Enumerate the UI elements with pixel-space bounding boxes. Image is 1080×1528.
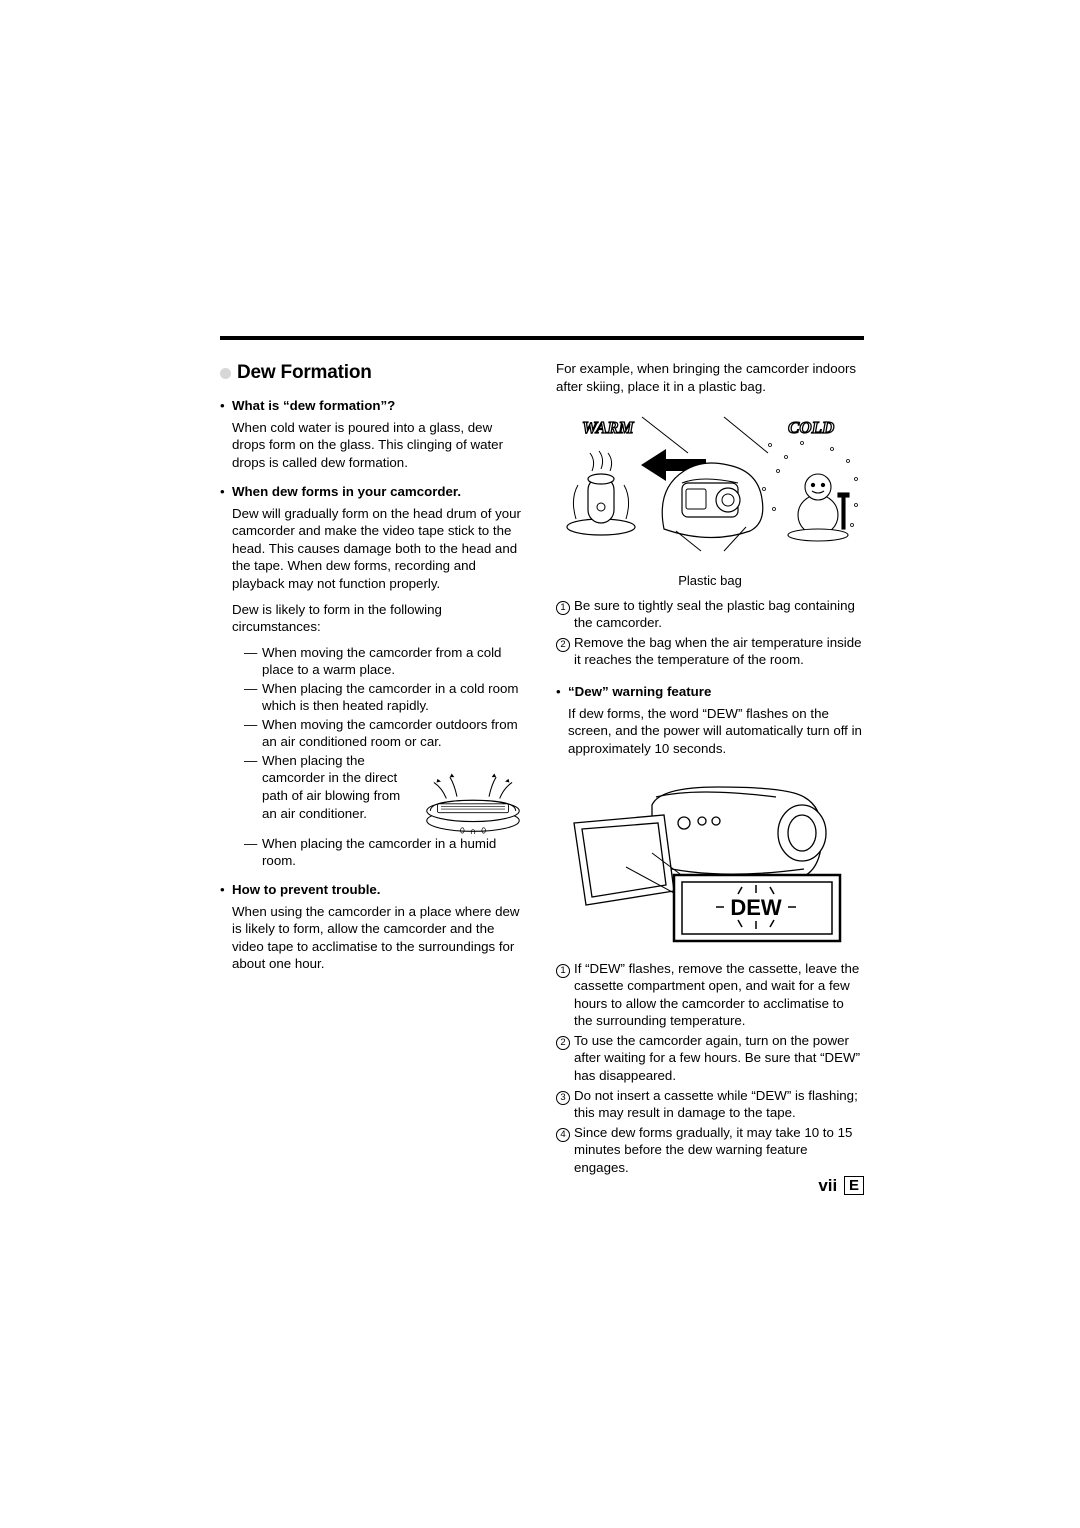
numbered-text: Remove the bag when the air temperature … — [574, 634, 864, 669]
paragraph: When using the camcorder in a place wher… — [232, 903, 528, 973]
paragraph: If dew forms, the word “DEW” flashes on … — [568, 705, 864, 758]
sub-heading: What is “dew formation”? — [232, 397, 528, 415]
top-rule — [220, 336, 864, 340]
camcorder-icon — [652, 787, 826, 885]
dash-text: When moving the camcorder from a cold pl… — [262, 644, 528, 679]
page-number-roman: vii — [818, 1176, 837, 1195]
numbered-item: 2 Remove the bag when the air temperature… — [556, 634, 864, 669]
dew-screen-illustration: DEW — [556, 775, 864, 945]
bullet-icon: • — [556, 683, 568, 765]
dash-item: —When placing the camcorder in a humid r… — [244, 835, 528, 870]
title-dot-icon — [220, 368, 231, 379]
bullet-item: • “Dew” warning feature If dew forms, th… — [556, 683, 864, 765]
circled-number-icon: 1 — [556, 601, 570, 615]
snowman-icon — [788, 474, 849, 541]
bullet-item: • How to prevent trouble. When using the… — [220, 881, 528, 981]
right-column: For example, when bringing the camcorder… — [556, 360, 864, 1178]
dash-text-with-illus: When placing the camcorder in the direct… — [262, 752, 528, 834]
page-number-box: E — [844, 1176, 864, 1195]
bullet-icon: • — [220, 483, 232, 871]
section-title: Dew Formation — [220, 360, 528, 385]
circled-number-icon: 1 — [556, 964, 570, 978]
sub-heading: How to prevent trouble. — [232, 881, 528, 899]
dash-text: When placing the camcorder in a cold roo… — [262, 680, 528, 715]
numbered-text: Since dew forms gradually, it may take 1… — [574, 1124, 864, 1177]
numbered-text: Do not insert a cassette while “DEW” is … — [574, 1087, 864, 1122]
bullet-icon: • — [220, 397, 232, 479]
circled-number-icon: 4 — [556, 1128, 570, 1142]
dash-text: When placing the camcorder in a humid ro… — [262, 835, 528, 870]
paragraph: Dew is likely to form in the following c… — [232, 601, 528, 636]
page-number: vii E — [818, 1176, 864, 1196]
dash-list: — When moving the camcorder from a cold p… — [244, 644, 528, 870]
bullet-item: • When dew forms in your camcorder. Dew … — [220, 483, 528, 871]
numbered-item: 1 Be sure to tightly seal the plastic bag… — [556, 597, 864, 632]
circled-number-icon: 2 — [556, 1036, 570, 1050]
numbered-item: 3 Do not insert a cassette while “DEW” is… — [556, 1087, 864, 1122]
paragraph: For example, when bringing the camcorder… — [556, 360, 864, 395]
numbered-text: Be sure to tightly seal the plastic bag … — [574, 597, 864, 632]
dash-item: —When moving the camcorder from a cold p… — [244, 644, 528, 679]
plastic-bag-illustration: WARM — [556, 409, 864, 559]
warm-label: WARM — [582, 418, 635, 437]
numbered-item: 1 If “DEW” flashes, remove the cassette, … — [556, 960, 864, 1030]
numbered-text: To use the camcorder again, turn on the … — [574, 1032, 864, 1085]
dew-text: DEW — [730, 895, 782, 920]
circled-number-icon: 2 — [556, 638, 570, 652]
air-conditioner-icon — [418, 754, 528, 834]
bullet-icon: • — [220, 881, 232, 981]
dash-item: —When moving the camcorder outdoors from… — [244, 716, 528, 751]
two-column-layout: Dew Formation • What is “dew formation”?… — [220, 360, 864, 1178]
numbered-list: 1 Be sure to tightly seal the plastic bag… — [556, 597, 864, 669]
bullet-item: • What is “dew formation”? When cold wat… — [220, 397, 528, 479]
paragraph: When cold water is poured into a glass, … — [232, 419, 528, 472]
sub-heading: “Dew” warning feature — [568, 683, 864, 701]
circled-number-icon: 3 — [556, 1091, 570, 1105]
illustration-caption: Plastic bag — [556, 572, 864, 589]
dash-item: — — [244, 752, 528, 834]
flip-screen — [574, 815, 674, 905]
dash-text: When moving the camcorder outdoors from … — [262, 716, 528, 751]
camcorder-in-bag-icon — [682, 479, 740, 517]
numbered-list: 1 If “DEW” flashes, remove the cassette, … — [556, 960, 864, 1177]
paragraph: Dew will gradually form on the head drum… — [232, 505, 528, 593]
dash-text: When placing the camcorder in the direct… — [262, 753, 400, 821]
numbered-item: 2 To use the camcorder again, turn on the… — [556, 1032, 864, 1085]
manual-page: Dew Formation • What is “dew formation”?… — [220, 336, 864, 1178]
numbered-item: 4 Since dew forms gradually, it may take … — [556, 1124, 864, 1177]
dash-item: —When placing the camcorder in a cold ro… — [244, 680, 528, 715]
left-column: Dew Formation • What is “dew formation”?… — [220, 360, 528, 1178]
numbered-text: If “DEW” flashes, remove the cassette, l… — [574, 960, 864, 1030]
sub-heading: When dew forms in your camcorder. — [232, 483, 528, 501]
cold-label: COLD — [788, 418, 834, 437]
section-title-text: Dew Formation — [237, 362, 372, 383]
